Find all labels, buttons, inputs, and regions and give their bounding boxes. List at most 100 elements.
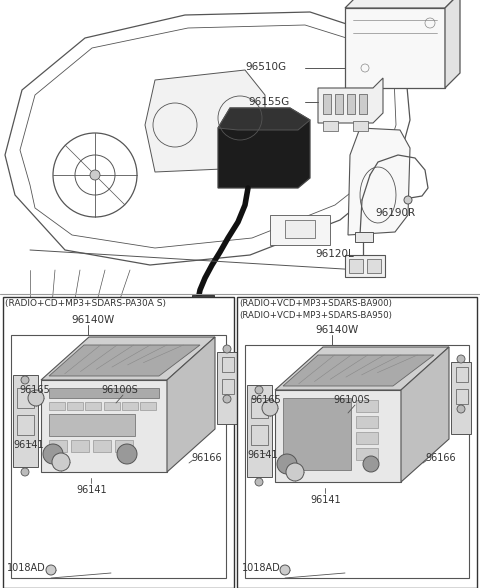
Polygon shape [318, 78, 383, 123]
Bar [222, 379, 234, 394]
Bar [237, 297, 477, 588]
Bar [456, 367, 468, 382]
Polygon shape [41, 337, 215, 380]
Circle shape [457, 355, 465, 363]
Bar [270, 215, 330, 245]
Bar [67, 402, 83, 410]
Text: 96120L: 96120L [315, 249, 354, 259]
Polygon shape [348, 128, 410, 235]
Text: 96140W: 96140W [315, 325, 358, 335]
Polygon shape [218, 108, 310, 130]
Circle shape [43, 444, 63, 464]
Bar [17, 415, 34, 435]
Bar [349, 259, 363, 273]
Text: 96510G: 96510G [245, 62, 286, 72]
Circle shape [286, 463, 304, 481]
Circle shape [404, 196, 412, 204]
Text: 96165: 96165 [19, 385, 50, 395]
Polygon shape [283, 355, 434, 386]
Bar [85, 402, 101, 410]
Bar [93, 440, 111, 452]
Bar [3, 297, 234, 588]
Bar [355, 232, 373, 242]
Bar [367, 259, 381, 273]
Bar [323, 94, 331, 114]
Bar [49, 440, 67, 452]
Polygon shape [345, 0, 460, 8]
Text: 1018AD: 1018AD [242, 563, 281, 573]
Circle shape [223, 345, 231, 353]
Polygon shape [217, 352, 237, 424]
Bar [49, 402, 65, 410]
Bar [359, 94, 367, 114]
Bar [251, 398, 268, 418]
Bar [345, 255, 385, 277]
Polygon shape [41, 380, 167, 472]
Bar [192, 295, 214, 307]
Text: 96141: 96141 [13, 440, 44, 450]
Bar [356, 416, 378, 428]
Circle shape [255, 478, 263, 486]
Bar [104, 402, 120, 410]
Bar [353, 121, 368, 131]
Text: 96166: 96166 [425, 453, 456, 463]
Text: 96100S: 96100S [333, 395, 370, 405]
Circle shape [457, 405, 465, 413]
Text: (RADIO+CD+MP3+SDARS-PA30A S): (RADIO+CD+MP3+SDARS-PA30A S) [5, 299, 166, 308]
Text: 96141: 96141 [247, 450, 277, 460]
Circle shape [223, 395, 231, 403]
Bar [356, 448, 378, 460]
Polygon shape [145, 70, 265, 172]
Polygon shape [451, 362, 471, 434]
Bar [245, 345, 469, 578]
Circle shape [262, 400, 278, 416]
Text: 96141: 96141 [310, 495, 341, 505]
Circle shape [255, 386, 263, 394]
Polygon shape [13, 375, 38, 467]
Polygon shape [445, 0, 460, 88]
Circle shape [21, 376, 29, 384]
Text: 96190R: 96190R [375, 208, 415, 218]
Text: 96100S: 96100S [101, 385, 138, 395]
Bar [140, 402, 156, 410]
Bar [283, 398, 351, 470]
Polygon shape [218, 108, 310, 188]
Bar [115, 440, 133, 452]
Bar [323, 121, 338, 131]
Circle shape [52, 453, 70, 471]
Bar [17, 388, 34, 408]
Text: 96155G: 96155G [248, 97, 289, 107]
Circle shape [28, 390, 44, 406]
Bar [347, 94, 355, 114]
Bar [251, 425, 268, 445]
Text: (RADIO+VCD+MP3+SDARS-BA950): (RADIO+VCD+MP3+SDARS-BA950) [239, 311, 392, 320]
Circle shape [280, 565, 290, 575]
Bar [49, 414, 135, 436]
Bar [356, 400, 378, 412]
Text: 96141: 96141 [76, 485, 107, 495]
Circle shape [21, 468, 29, 476]
Polygon shape [401, 347, 449, 482]
Bar [356, 432, 378, 444]
Circle shape [46, 565, 56, 575]
Polygon shape [49, 345, 200, 376]
Bar [222, 357, 234, 372]
Circle shape [90, 170, 100, 180]
Bar [49, 388, 159, 398]
Text: 96165: 96165 [250, 395, 281, 405]
Text: 1018AD: 1018AD [7, 563, 46, 573]
Bar [11, 335, 226, 578]
Bar [335, 94, 343, 114]
Text: 96166: 96166 [191, 453, 222, 463]
Polygon shape [5, 12, 410, 265]
Polygon shape [275, 390, 401, 482]
Text: (RADIO+VCD+MP3+SDARS-BA900): (RADIO+VCD+MP3+SDARS-BA900) [239, 299, 392, 308]
Circle shape [117, 444, 137, 464]
Text: 96140W: 96140W [71, 315, 114, 325]
Bar [345, 8, 445, 88]
Polygon shape [275, 347, 449, 390]
Bar [285, 220, 315, 238]
Polygon shape [167, 337, 215, 472]
Circle shape [277, 454, 297, 474]
Polygon shape [247, 385, 272, 477]
